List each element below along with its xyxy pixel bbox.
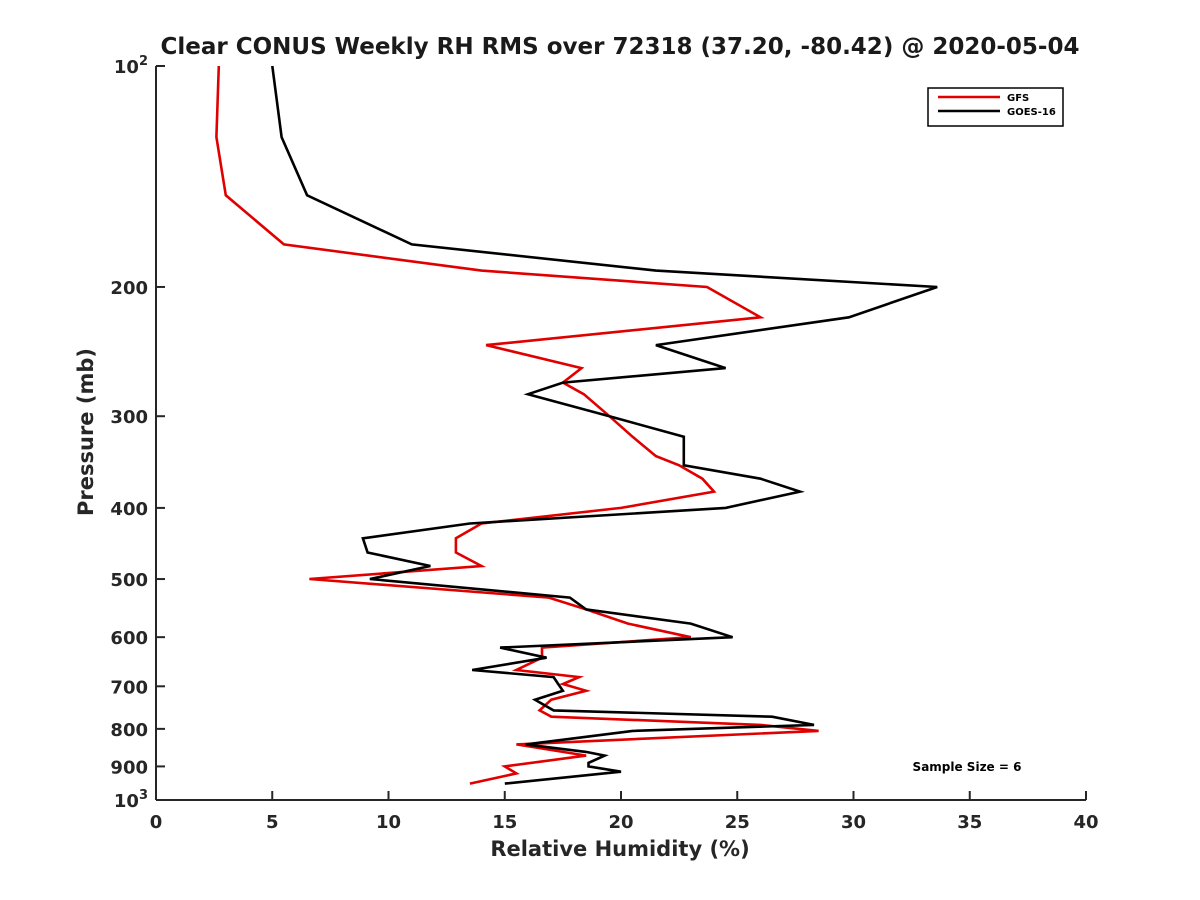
y-tick-label: 600 — [110, 628, 148, 649]
plot-frame — [155, 66, 1086, 801]
y-axis-ticks: 102 200 300 400 500 600 700 800 900 103 — [110, 54, 165, 812]
x-tick-label: 20 — [608, 812, 633, 833]
series-line-goes-16 — [271, 65, 938, 785]
x-tick-label: 35 — [957, 812, 982, 833]
legend-label: GOES-16 — [1007, 107, 1056, 118]
legend: GFS GOES-16 — [927, 87, 1064, 127]
y-tick-label: 700 — [110, 677, 148, 698]
y-tick-label: 500 — [110, 570, 148, 591]
x-tick-label: 40 — [1073, 812, 1098, 833]
y-tick-label: 400 — [110, 499, 148, 520]
chart-title: Clear CONUS Weekly RH RMS over 72318 (37… — [161, 34, 1080, 60]
y-tick-label: 300 — [110, 407, 148, 428]
series-line-gfs — [215, 65, 819, 785]
x-axis-ticks: 0 5 10 15 20 25 30 35 40 — [150, 791, 1099, 833]
y-tick-label: 200 — [110, 278, 148, 299]
y-tick-label: 800 — [110, 720, 148, 741]
x-tick-label: 5 — [266, 812, 279, 833]
y-axis-label: Pressure (mb) — [74, 348, 98, 516]
legend-box — [927, 87, 1064, 127]
x-tick-label: 15 — [492, 812, 517, 833]
x-axis-label: Relative Humidity (%) — [490, 837, 749, 861]
y-tick-label: 102 — [114, 54, 148, 78]
y-tick-label: 900 — [110, 757, 148, 778]
x-tick-label: 10 — [376, 812, 401, 833]
legend-label: GFS — [1007, 93, 1029, 104]
sample-size-annotation: Sample Size = 6 — [913, 760, 1022, 774]
x-tick-label: 25 — [725, 812, 750, 833]
x-tick-label: 30 — [841, 812, 866, 833]
x-tick-label: 0 — [150, 812, 163, 833]
series-group — [215, 65, 938, 785]
y-tick-label: 103 — [114, 788, 148, 812]
